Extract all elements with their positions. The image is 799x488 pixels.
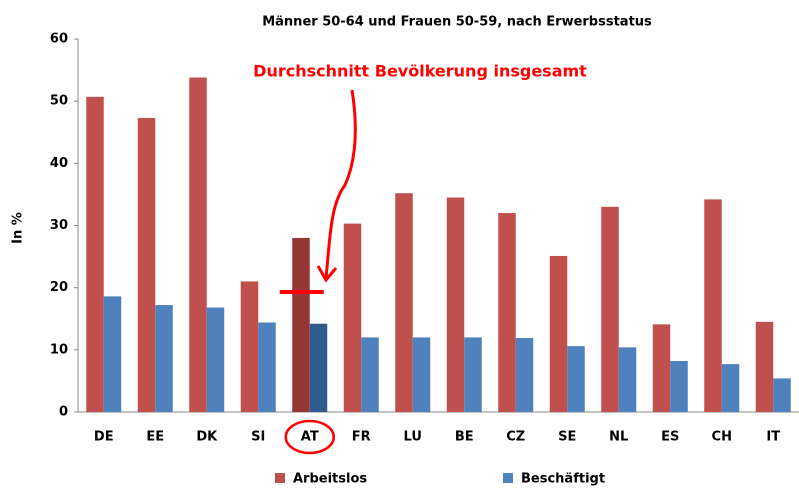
bar xyxy=(464,337,482,412)
bar xyxy=(773,378,791,412)
legend-swatch xyxy=(503,473,513,483)
bar xyxy=(670,361,688,412)
y-tick-label: 10 xyxy=(50,342,68,357)
bar xyxy=(189,77,207,412)
bar xyxy=(755,321,774,412)
x-tick-label: EE xyxy=(146,430,164,445)
x-tick-label: SI xyxy=(251,430,265,445)
bar xyxy=(137,117,156,413)
highlight-circle xyxy=(284,419,335,455)
legend-label: Beschäftigt xyxy=(521,472,605,487)
x-tick-label: BE xyxy=(455,430,474,445)
y-tick-label: 40 xyxy=(50,156,68,171)
x-tick-label: LU xyxy=(404,430,422,445)
annotation-arrow xyxy=(324,89,357,279)
bar xyxy=(498,213,516,412)
y-axis-title: In % xyxy=(11,212,26,244)
bar xyxy=(618,347,637,412)
y-tick-label: 20 xyxy=(50,280,68,295)
x-tick-label: DK xyxy=(196,430,218,445)
x-tick-label: FR xyxy=(352,430,371,445)
y-tick-label: 50 xyxy=(50,94,68,109)
bar xyxy=(412,337,431,412)
y-tick-label: 0 xyxy=(59,405,68,420)
x-tick-label: CH xyxy=(712,430,732,445)
y-tick-label: 60 xyxy=(50,32,68,47)
bar xyxy=(704,199,722,412)
bar xyxy=(567,346,585,412)
bar xyxy=(86,96,104,412)
x-tick-label: IT xyxy=(766,430,780,445)
bar xyxy=(515,338,534,412)
legend-label: Arbeitslos xyxy=(293,472,367,487)
legend-swatch xyxy=(275,473,285,483)
x-tick-label: AT xyxy=(301,430,319,445)
bar xyxy=(240,281,259,412)
bar xyxy=(549,255,568,412)
bar xyxy=(206,307,225,412)
bar xyxy=(652,324,671,412)
bar xyxy=(292,237,310,412)
x-tick-label: SE xyxy=(558,430,576,445)
x-tick-label: CZ xyxy=(506,430,525,445)
bar xyxy=(343,223,362,412)
bar xyxy=(361,337,379,412)
x-tick-label: DE xyxy=(94,430,114,445)
x-tick-label: NL xyxy=(609,430,628,445)
bar xyxy=(395,193,413,412)
y-tick-label: 30 xyxy=(50,218,68,233)
bar xyxy=(103,296,122,412)
x-tick-label: ES xyxy=(661,430,679,445)
bar xyxy=(721,364,740,412)
bar xyxy=(446,197,465,412)
chart-title: Männer 50-64 und Frauen 50-59, nach Erwe… xyxy=(262,15,652,30)
annotation-arrowhead xyxy=(316,265,338,283)
annotation-text: Durchschnitt Bevölkerung insgesamt xyxy=(253,62,587,81)
bar xyxy=(258,322,276,412)
bar xyxy=(601,206,619,412)
bar xyxy=(155,305,173,412)
bar xyxy=(309,323,328,412)
